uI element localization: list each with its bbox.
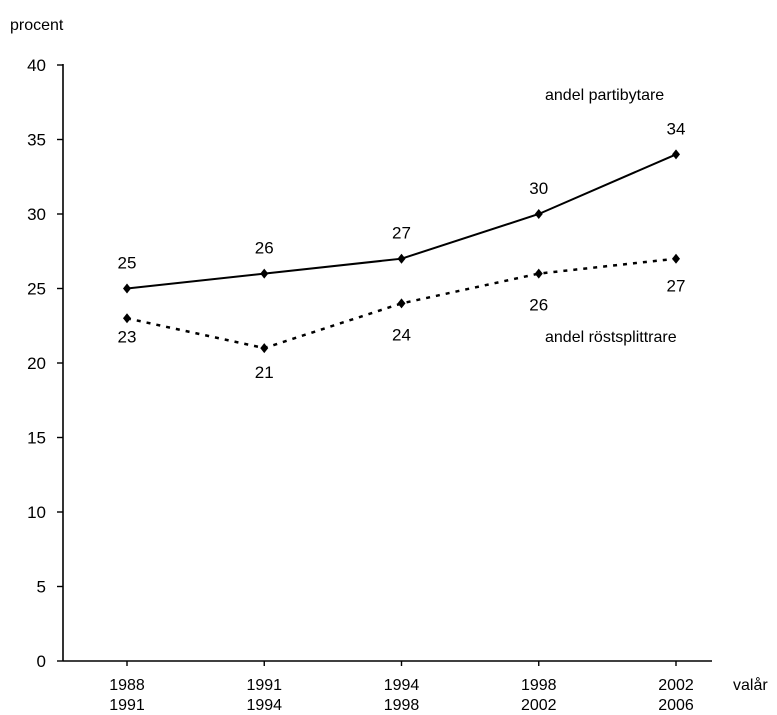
- axes: [62, 64, 712, 662]
- data-point: [123, 313, 131, 324]
- data-label: 27: [392, 224, 411, 243]
- data-point: [672, 253, 680, 264]
- series-line: [126, 257, 677, 350]
- y-tick-label: 5: [37, 578, 46, 597]
- x-tick-label: 1998 2002: [521, 677, 557, 714]
- data-label: 26: [255, 239, 274, 258]
- y-tick-label: 30: [27, 205, 46, 224]
- data-point: [260, 268, 269, 279]
- data-label: 21: [255, 363, 274, 382]
- data-point: [534, 209, 543, 219]
- series-label-rostsplittrare: andel röstsplittrare: [545, 329, 677, 346]
- data-point: [260, 343, 269, 354]
- y-axis-label: procent: [10, 17, 64, 34]
- data-point: [672, 149, 680, 160]
- data-point: [123, 283, 131, 294]
- series-2: 23 21 24 26 27: [118, 253, 686, 382]
- x-tick-label: 2002 2006: [658, 677, 694, 714]
- data-label: 26: [529, 296, 548, 315]
- data-label: 24: [392, 325, 411, 344]
- y-tick-label: 15: [27, 429, 46, 448]
- y-ticks: 0 5 10 15 20 25 30 35 40: [27, 56, 63, 671]
- y-tick-label: 35: [27, 131, 46, 150]
- y-tick-label: 10: [27, 503, 46, 522]
- data-label: 30: [529, 179, 548, 198]
- data-label: 23: [118, 327, 137, 346]
- y-tick-label: 20: [27, 354, 46, 373]
- x-axis-label: valår: [733, 676, 768, 694]
- series-group: 25 26 27 30 34 23 21 24 26 27: [118, 119, 686, 382]
- data-point: [397, 253, 406, 264]
- data-point: [397, 298, 406, 309]
- series-label-partibytare: andel partibytare: [545, 87, 664, 104]
- y-tick-label: 25: [27, 280, 46, 299]
- y-tick-label: 0: [37, 652, 46, 671]
- data-label: 25: [118, 254, 137, 273]
- x-tick-label: 1991 1994: [246, 677, 282, 714]
- series-1: 25 26 27 30 34: [118, 119, 686, 294]
- y-tick-label: 40: [27, 56, 46, 75]
- data-label: 27: [667, 277, 686, 296]
- data-point: [534, 268, 543, 279]
- data-label: 34: [667, 119, 686, 138]
- x-tick-label: 1994 1998: [384, 677, 420, 714]
- x-ticks: 1988 1991 1991 1994 1994 1998 1998 2002 2002 2006: [109, 661, 694, 714]
- x-tick-label: 1988 1991: [109, 677, 145, 714]
